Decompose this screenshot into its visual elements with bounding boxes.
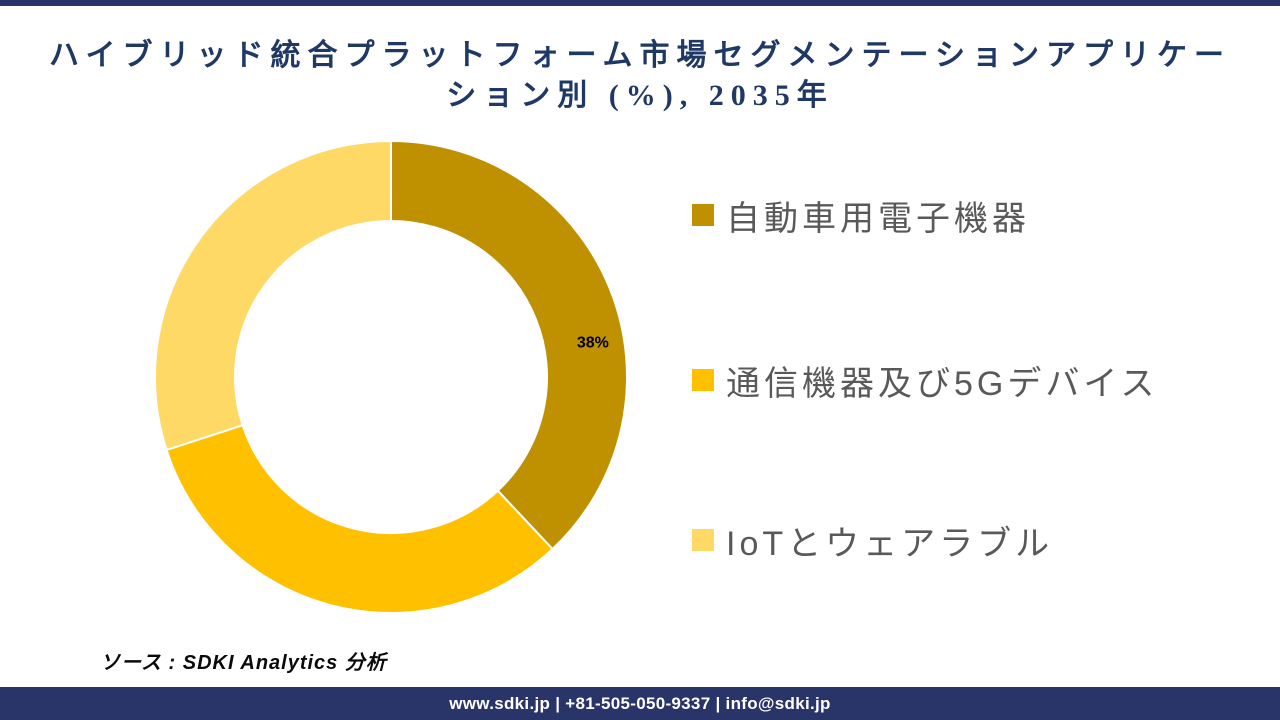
top-accent-bar — [0, 0, 1280, 6]
footer-contact-text: www.sdki.jp | +81-505-050-9337 | info@sd… — [449, 693, 831, 713]
donut-slice-0 — [390, 139, 628, 551]
source-note: ソース : SDKI Analytics 分析 — [100, 652, 387, 674]
donut-slice-2 — [154, 139, 392, 452]
chart-title-line-2: ション別 (%), 2035年 — [446, 79, 834, 112]
footer-bar: www.sdki.jp | +81-505-050-9337 | info@sd… — [0, 687, 1280, 720]
donut-slice-1 — [165, 423, 554, 614]
slice-data-label-0: 38% — [577, 335, 609, 352]
chart-title-line-1: ハイブリッド統合プラットフォーム市場セグメンテーションアプリケー — [49, 39, 1231, 72]
chart-title: ハイブリッド統合プラットフォーム市場セグメンテーションアプリケー ション別 (%… — [0, 36, 1280, 116]
